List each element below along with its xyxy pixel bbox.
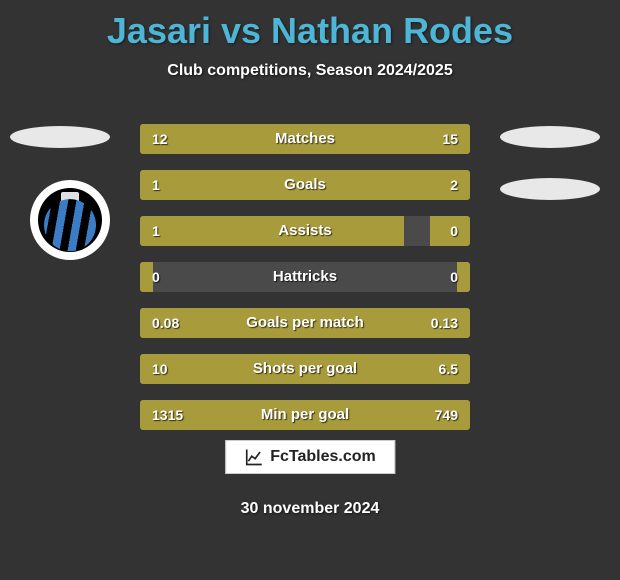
- stat-value-left: 1: [152, 216, 160, 246]
- stat-row-assists: Assists10: [140, 216, 470, 246]
- stat-row-hattricks: Hattricks0 0: [140, 262, 470, 292]
- stat-label: Hattricks: [140, 262, 470, 292]
- stat-value-left: 0.08: [152, 308, 179, 338]
- stat-value-right: 749: [435, 400, 458, 430]
- site-branding: FcTables.com: [225, 440, 395, 474]
- bar-right-fill: [249, 170, 470, 200]
- season-subtitle: Club competitions, Season 2024/2025: [0, 62, 620, 80]
- stat-value-right: 15: [442, 124, 458, 154]
- stat-value-right: 0: [450, 216, 458, 246]
- stat-value-left: 10: [152, 354, 168, 384]
- stat-value-left: 12: [152, 124, 168, 154]
- stat-row-goals-per-match: Goals per match0.080.13: [140, 308, 470, 338]
- stat-value-left: 1: [152, 170, 160, 200]
- stat-row-goals: Goals12: [140, 170, 470, 200]
- club-badge-icon: [38, 188, 102, 252]
- stat-row-shots-per-goal: Shots per goal106.5: [140, 354, 470, 384]
- page-title: Jasari vs Nathan Rodes: [0, 0, 620, 52]
- stat-row-min-per-goal: Min per goal1315749: [140, 400, 470, 430]
- stat-value-right: 2: [450, 170, 458, 200]
- club-left-badge: [30, 180, 110, 260]
- stat-value-right: 6.5: [439, 354, 458, 384]
- stat-value-right: 0: [450, 262, 458, 292]
- chart-icon: [244, 447, 264, 467]
- bar-left-fill: [140, 216, 404, 246]
- stat-value-left: 0: [152, 262, 160, 292]
- branding-text: FcTables.com: [270, 448, 376, 466]
- stat-value-left: 1315: [152, 400, 183, 430]
- stat-value-right: 0.13: [431, 308, 458, 338]
- stat-row-matches: Matches1215: [140, 124, 470, 154]
- bar-right-fill: [457, 262, 470, 292]
- comparison-date: 30 november 2024: [0, 500, 620, 518]
- player-right-avatar: [500, 126, 600, 148]
- player-left-avatar: [10, 126, 110, 148]
- club-right-avatar: [500, 178, 600, 200]
- stats-comparison-chart: Matches1215Goals12Assists10Hattricks00Go…: [140, 124, 470, 446]
